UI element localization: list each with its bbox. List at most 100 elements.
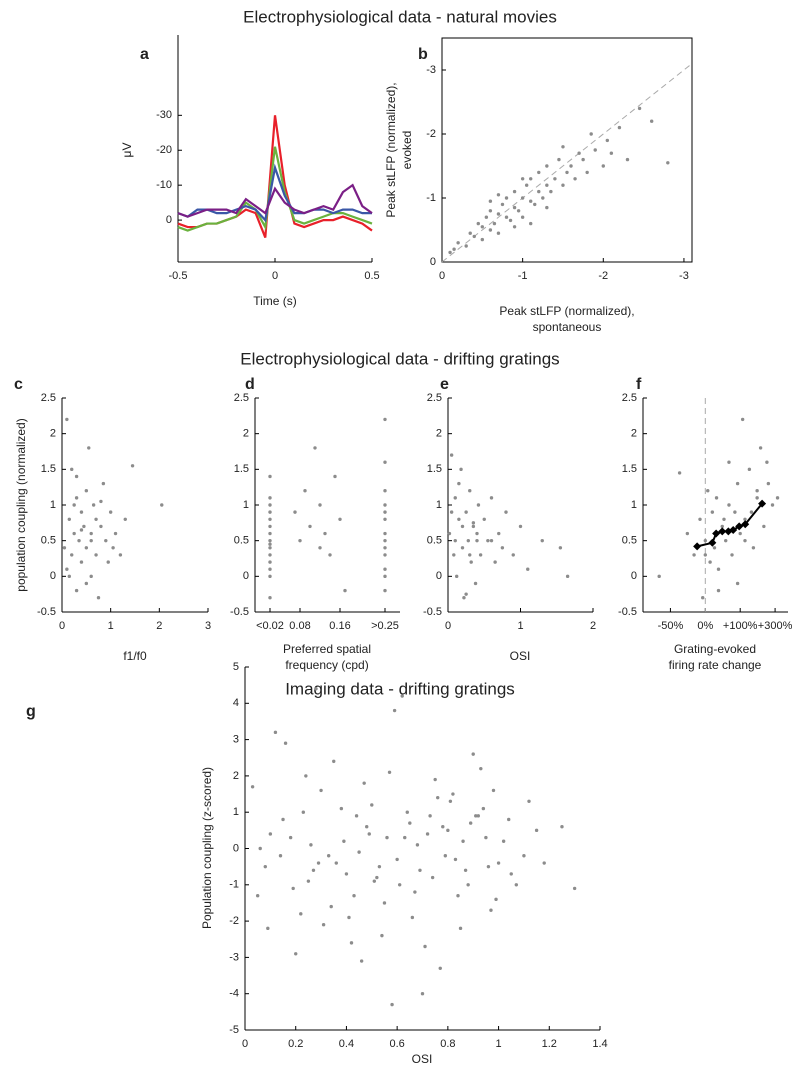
section-title: Electrophysiological data - natural movi…: [243, 7, 557, 26]
scatter-point: [460, 546, 465, 550]
scatter-point: [268, 531, 272, 536]
y-tick-label: 4: [233, 697, 239, 709]
scatter-point: [268, 560, 272, 564]
scatter-point: [534, 828, 539, 833]
scatter-point: [500, 546, 505, 550]
x-tick-label: 0.6: [389, 1038, 404, 1050]
scatter-point: [484, 835, 488, 840]
scatter-point: [459, 467, 463, 472]
scatter-point: [735, 581, 740, 586]
scatter-point: [79, 528, 84, 532]
scatter-point: [370, 803, 374, 807]
scatter-point: [755, 489, 759, 493]
scatter-point: [268, 538, 272, 543]
scatter-point: [561, 145, 565, 149]
scatter-point: [496, 212, 501, 216]
scatter-point: [471, 524, 476, 529]
x-tick-label: >0.25: [371, 620, 399, 632]
scatter-point: [309, 843, 313, 847]
scatter-point: [433, 777, 437, 782]
diamond-marker: [718, 527, 727, 536]
y-tick-label: 2: [436, 428, 442, 440]
scatter-point: [471, 752, 475, 756]
diamond-marker: [758, 499, 767, 508]
scatter-point: [413, 890, 417, 894]
scatter-point: [89, 538, 93, 543]
scatter-point: [430, 875, 435, 880]
scatter-point: [589, 132, 593, 136]
scatter-point: [281, 817, 285, 822]
scatter-point: [390, 1002, 394, 1007]
scatter-point: [561, 183, 565, 187]
y-tick-label: 1.5: [41, 463, 56, 475]
scatter-point: [383, 538, 387, 543]
scatter-point: [383, 546, 387, 550]
scatter-point: [326, 854, 331, 858]
scatter-point: [367, 832, 371, 836]
scatter-point: [488, 228, 493, 232]
scatter-point: [446, 828, 450, 833]
x-tick-label: 1: [517, 620, 523, 632]
scatter-point: [383, 489, 387, 493]
scatter-point: [460, 524, 465, 529]
scatter-point: [362, 781, 366, 785]
x-tick-label: -0.5: [169, 270, 188, 282]
scatter-point: [740, 417, 745, 422]
y-tick-label: 2.5: [427, 392, 442, 404]
scatter-point: [108, 510, 113, 514]
x-tick-label: 0.4: [339, 1038, 354, 1050]
scatter-point: [724, 538, 728, 543]
scatter-point: [382, 901, 387, 905]
y-tick-label: -0.5: [423, 606, 442, 618]
scatter-point: [775, 496, 780, 500]
x-tick-label: 3: [205, 620, 211, 632]
y-tick-label: -4: [229, 988, 239, 1000]
scatter-point: [716, 588, 721, 593]
x-axis-label: Peak stLFP (normalized),: [499, 304, 634, 318]
scatter-point: [306, 879, 311, 883]
scatter-point: [464, 510, 468, 514]
scatter-point: [448, 799, 453, 804]
scatter-point: [321, 923, 326, 927]
scatter-point: [84, 581, 89, 586]
x-tick-label: 0%: [697, 620, 713, 632]
scatter-point: [268, 574, 272, 579]
x-tick-label: 0.08: [289, 620, 310, 632]
scatter-point: [449, 453, 454, 457]
scatter-point: [334, 861, 338, 865]
scatter-point: [383, 553, 387, 557]
scatter-point: [349, 941, 354, 945]
diamond-marker: [735, 522, 744, 531]
scatter-point: [565, 170, 569, 175]
panel-letter: c: [14, 376, 23, 393]
scatter-point: [299, 912, 303, 916]
panel-letter: f: [636, 376, 642, 393]
scatter-point: [710, 510, 715, 514]
scatter-point: [70, 553, 74, 557]
scatter-point: [464, 244, 468, 248]
scatter-point: [377, 864, 382, 869]
x-tick-label: 0.8: [440, 1038, 455, 1050]
scatter-point: [99, 499, 103, 504]
y-tick-label: 1: [631, 499, 637, 511]
scatter-point: [344, 872, 349, 876]
scatter-point: [79, 510, 84, 514]
scatter-point: [541, 196, 545, 200]
scatter-point: [512, 205, 517, 210]
scatter-point: [518, 524, 523, 529]
scatter-point: [74, 496, 79, 500]
scatter-point: [461, 839, 465, 843]
scatter-point: [540, 538, 544, 543]
scatter-point: [468, 821, 473, 825]
scatter-point: [560, 825, 564, 829]
scatter-point: [486, 864, 491, 869]
scatter-point: [291, 886, 295, 891]
data-line: [177, 163, 372, 223]
scatter-point: [268, 503, 272, 507]
scatter-point: [522, 854, 526, 858]
scatter-point: [511, 553, 515, 557]
scatter-point: [581, 157, 585, 162]
scatter-point: [493, 560, 497, 564]
scatter-point: [342, 839, 346, 843]
diamond-marker: [693, 542, 702, 551]
